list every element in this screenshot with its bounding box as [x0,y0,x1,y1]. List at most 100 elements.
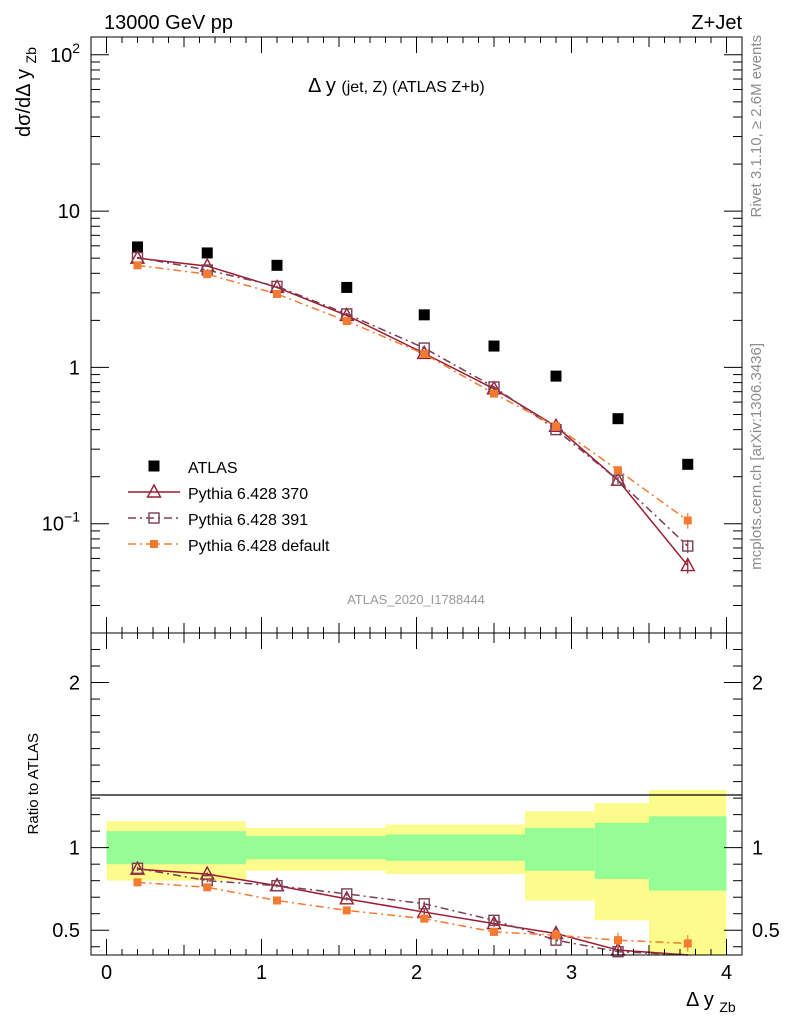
main-ylabel-sub: Zb [23,47,39,64]
main-series-layer [129,241,696,574]
data-point [271,259,283,271]
data-point [339,890,355,905]
header-left-label: 13000 GeV pp [104,12,233,34]
ratio-band-inner [594,822,649,880]
data-point [203,883,212,892]
data-point [342,906,351,915]
data-point [488,340,500,352]
ratio-axis-ticks: 0.5 0.5 1 1 2 2 0 1 2 3 4 [52,633,780,984]
data-point [552,931,560,940]
data-point [133,878,142,887]
legend-marker [148,460,160,472]
main-y-axis-label: dσ/dΔ y Zb [13,47,39,137]
data-point [612,474,624,486]
data-point [273,289,281,298]
ratio-band-inner [106,831,246,865]
main-y-tick-exp: −1 [64,509,80,525]
xlabel-text: Δ y [686,989,714,1011]
data-point [682,540,694,552]
data-point [133,261,142,270]
data-point [550,370,562,382]
data-point [683,939,692,948]
ratio-x-tick-label: 0 [101,962,112,984]
x-axis-label: Δ y Zb [686,989,736,1015]
main-y-tick-exp: 2 [72,40,80,56]
ratio-y-tick-label-right: 0.5 [752,920,780,942]
xlabel-sub: Zb [719,999,736,1015]
data-point [341,281,353,293]
data-point [203,270,212,279]
ratio-y-tick-label-right: 1 [752,838,763,860]
main-y-tick-base: 1 [69,357,80,379]
legend: ATLAS Pythia 6.428 370 Pythia 6.428 391 Pyt… [128,460,330,555]
ratio-x-tick-label: 2 [411,962,422,984]
main-y-tick-label: 102 [50,40,80,67]
ratio-bands-layer [106,789,727,955]
data-point [683,516,692,525]
main-y-tick-label: 10−1 [42,509,80,536]
series-line [137,256,689,547]
ratio-plot-panel: 0.5 0.5 1 1 2 2 0 1 2 3 4 Ratio to ATLAS Δ y Zb [25,632,780,1015]
series-line [137,264,689,522]
main-y-tick-base: 10 [50,45,72,67]
ratio-band-inner [385,834,525,861]
legend-label: Pythia 6.428 370 [188,486,308,503]
mcplots-label: mcplots.cern.ch [arXiv:1306.3436] [748,343,765,570]
legend-marker [146,483,162,498]
main-plot-title: Δ y (jet, Z) (ATLAS Z+b) [308,75,485,97]
legend-label: ATLAS [188,460,238,477]
data-point [420,914,429,923]
ratio-band-inner [525,827,595,871]
data-point [418,309,430,321]
legend-marker [150,540,158,548]
data-point [682,458,694,470]
legend-label: Pythia 6.428 default [188,538,330,555]
legend-marker [148,512,160,524]
data-point [420,349,429,358]
data-point [680,557,696,572]
series-pythia-6-428-default [133,261,692,529]
data-point [614,466,622,475]
ratio-y-tick-label-left: 1 [69,838,80,860]
data-point [418,898,430,910]
data-point [490,389,498,398]
ratio-series-layer [129,860,692,958]
data-point [341,888,353,900]
main-y-tick-label: 10 [58,201,80,223]
rivet-version-label: Rivet 3.1.10, ≥ 2.6M events [748,35,765,218]
data-point [201,247,213,259]
data-point [271,879,283,892]
ratio-y-tick-label-left: 2 [69,673,80,695]
data-point [132,241,143,253]
main-title-sub: (jet, Z) (ATLAS Z+b) [341,79,484,96]
data-point [614,936,622,945]
data-point [273,896,281,905]
series-atlas [132,241,694,470]
main-y-tick-base: 10 [58,201,80,223]
data-point [131,862,144,875]
main-title-main: Δ y [308,75,336,97]
ratio-band-inner [246,836,386,860]
header-right-label: Z+Jet [691,12,742,34]
data-point [488,914,500,927]
legend-label: Pythia 6.428 391 [188,512,308,529]
series-pythia-6-428-391 [131,251,694,553]
ratio-y-tick-label-right: 2 [752,673,763,695]
data-point [612,413,624,425]
main-ylabel-text: dσ/dΔ y [13,69,35,137]
ratio-x-tick-label: 3 [566,962,577,984]
ratio-x-tick-label: 1 [256,962,267,984]
main-y-tick-label: 1 [69,357,80,379]
analysis-id-label: ATLAS_2020_I1788444 [347,592,485,607]
ratio-y-axis-label: Ratio to ATLAS [25,733,42,834]
ratio-y-tick-label-left: 0.5 [52,920,80,942]
ratio-x-tick-label: 4 [721,962,732,984]
data-point [342,317,351,326]
series-pythia-6-428-default [133,878,692,952]
data-point [552,422,560,431]
main-y-tick-base: 10 [42,514,64,536]
data-point [490,927,498,936]
